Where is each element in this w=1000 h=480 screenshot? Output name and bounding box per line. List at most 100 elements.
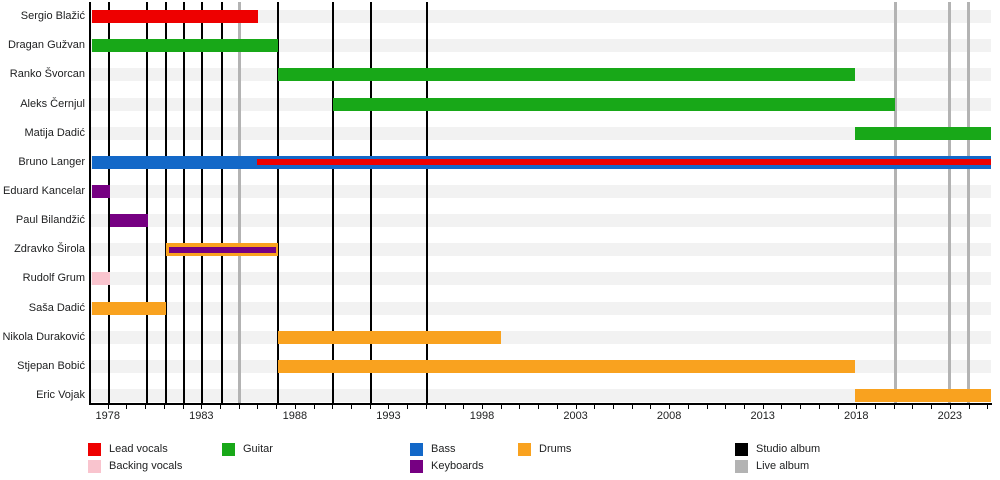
axis-tick xyxy=(613,405,614,409)
timeline-bar-drums xyxy=(278,359,856,373)
axis-tick xyxy=(126,405,128,409)
axis-tick xyxy=(369,405,371,409)
live-album-line xyxy=(894,2,898,403)
axis-tick xyxy=(257,405,259,409)
y-axis-spine xyxy=(89,2,91,405)
timeline-bar-drums xyxy=(91,301,166,315)
axis-tick xyxy=(332,405,334,409)
timeline-bar-lead-vocals xyxy=(257,159,991,166)
legend-swatch-lead-vocals xyxy=(88,443,101,456)
axis-tick xyxy=(238,405,240,409)
member-name-label: Eduard Kancelar xyxy=(3,185,85,197)
legend-label: Backing vocals xyxy=(109,460,183,472)
member-name-label: Saša Dadić xyxy=(28,301,85,314)
member-name-label: Aleks Černjul xyxy=(20,97,85,110)
live-album-line xyxy=(238,2,242,403)
axis-tick xyxy=(425,405,427,409)
axis-tick-label: 2008 xyxy=(656,410,682,422)
axis-tick-label: 1993 xyxy=(376,410,401,422)
timeline-bar-drums xyxy=(278,330,501,344)
legend-label: Guitar xyxy=(243,443,273,455)
axis-tick xyxy=(762,405,764,409)
axis-tick xyxy=(650,405,652,409)
timeline-bar-guitar xyxy=(91,39,279,53)
member-name-label: Stjepan Bobić xyxy=(17,359,85,372)
timeline-bar-keyboards xyxy=(168,246,277,253)
timeline-bar-keyboards xyxy=(91,185,110,198)
studio-album-line xyxy=(107,2,110,403)
axis-tick xyxy=(594,405,596,409)
axis-tick-label: 1978 xyxy=(95,410,120,422)
legend-swatch-drums xyxy=(518,443,531,456)
legend-swatch-keyboards xyxy=(410,460,423,473)
timeline-bar-drums xyxy=(855,389,991,403)
timeline-bar-backing-vocals xyxy=(91,272,110,286)
axis-tick xyxy=(575,405,577,409)
live-album-line xyxy=(948,2,952,403)
axis-tick xyxy=(631,405,633,409)
studio-album-line xyxy=(369,2,372,403)
axis-tick-label: 2023 xyxy=(937,410,963,422)
axis-tick xyxy=(837,405,839,409)
axis-tick xyxy=(107,405,109,409)
axis-tick xyxy=(294,405,296,409)
axis-tick xyxy=(388,405,390,409)
legend-label: Drums xyxy=(539,443,572,455)
member-name-label: Matija Dadić xyxy=(24,126,85,139)
legend-label: Keyboards xyxy=(431,460,484,472)
member-name-label: Bruno Langer xyxy=(18,155,85,168)
member-name-label: Paul Bilandžić xyxy=(15,214,85,227)
axis-tick-label: 2003 xyxy=(563,410,588,422)
axis-tick xyxy=(201,405,203,409)
timeline-bar-guitar xyxy=(278,68,856,82)
member-row-track xyxy=(91,126,991,140)
timeline-bar-guitar xyxy=(333,97,895,111)
studio-album-line xyxy=(277,2,280,403)
axis-tick xyxy=(145,405,147,409)
axis-tick xyxy=(781,405,783,409)
axis-tick xyxy=(482,405,484,409)
member-row-track xyxy=(91,389,991,403)
axis-tick-label: 1998 xyxy=(469,410,495,422)
member-name-label: Nikola Duraković xyxy=(2,330,85,343)
axis-tick-label: 2018 xyxy=(844,410,869,422)
axis-tick xyxy=(351,405,353,409)
axis-tick xyxy=(519,405,521,409)
member-row-track xyxy=(91,301,991,315)
timeline-bar-guitar xyxy=(855,126,991,140)
axis-tick xyxy=(800,405,802,409)
axis-tick xyxy=(931,405,933,409)
timeline-bar-lead-vocals xyxy=(91,10,259,24)
member-row-track xyxy=(91,272,991,286)
member-name-label: Sergio Blažić xyxy=(20,10,85,23)
axis-tick xyxy=(313,405,315,409)
axis-tick xyxy=(987,405,989,409)
axis-tick xyxy=(444,405,446,409)
x-axis-spine xyxy=(89,403,992,405)
member-name-label: Zdravko Širola xyxy=(14,243,85,256)
member-row-track xyxy=(91,185,991,198)
axis-tick xyxy=(163,405,165,409)
axis-tick xyxy=(687,405,689,409)
axis-tick xyxy=(276,405,278,409)
legend-swatch-studio-album xyxy=(735,443,748,456)
legend-label: Lead vocals xyxy=(109,443,168,455)
legend-swatch-bass xyxy=(410,443,423,456)
studio-album-line xyxy=(332,2,335,403)
axis-tick xyxy=(538,405,540,409)
legend-label: Live album xyxy=(756,460,810,472)
member-name-label: Ranko Švorcan xyxy=(9,68,85,81)
axis-tick xyxy=(463,405,465,409)
axis-tick xyxy=(874,405,876,409)
axis-tick xyxy=(182,405,184,409)
studio-album-line xyxy=(201,2,204,403)
axis-tick-label: 2013 xyxy=(750,410,775,422)
legend-label: Bass xyxy=(431,443,456,455)
member-name-label: Eric Vojak xyxy=(36,389,85,402)
axis-tick xyxy=(725,405,727,409)
live-album-line xyxy=(967,2,971,403)
axis-tick-label: 1983 xyxy=(189,410,214,422)
axis-tick xyxy=(220,405,222,409)
axis-tick-label: 1988 xyxy=(282,410,308,422)
